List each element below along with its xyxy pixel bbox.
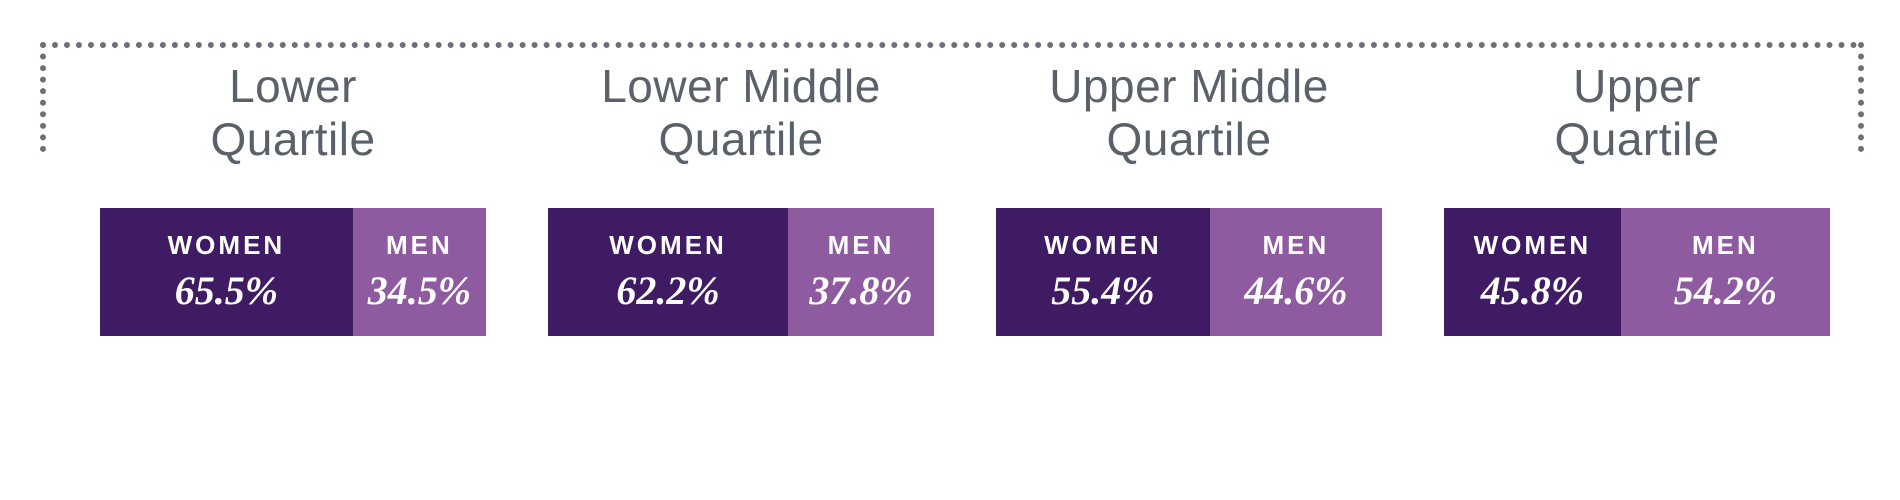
title-line-2: Quartile: [601, 113, 881, 166]
dotted-border-top: [40, 42, 1858, 48]
segment-label: WOMEN: [1474, 230, 1592, 261]
segment-value: 65.5%: [175, 267, 278, 314]
quartile-infographic: Lower Quartile WOMEN 65.5% MEN 34.5% Low…: [0, 0, 1900, 500]
segment-label: WOMEN: [1044, 230, 1162, 261]
segment-men: MEN 37.8%: [788, 208, 934, 336]
segment-label: MEN: [1263, 230, 1330, 261]
dotted-border-right: [1858, 42, 1864, 152]
segment-women: WOMEN 55.4%: [996, 208, 1210, 336]
quartile-lower-middle: Lower Middle Quartile WOMEN 62.2% MEN 37…: [548, 60, 934, 336]
stacked-bar: WOMEN 55.4% MEN 44.6%: [996, 208, 1382, 336]
segment-women: WOMEN 65.5%: [100, 208, 353, 336]
segment-value: 37.8%: [809, 267, 912, 314]
quartile-title: Upper Middle Quartile: [1049, 60, 1329, 166]
segment-women: WOMEN 62.2%: [548, 208, 788, 336]
segment-value: 54.2%: [1674, 267, 1777, 314]
quartile-title: Lower Quartile: [210, 60, 375, 166]
segment-label: MEN: [828, 230, 895, 261]
quartile-upper-middle: Upper Middle Quartile WOMEN 55.4% MEN 44…: [996, 60, 1382, 336]
title-line-1: Lower: [210, 60, 375, 113]
segment-value: 62.2%: [616, 267, 719, 314]
segment-women: WOMEN 45.8%: [1444, 208, 1621, 336]
title-line-2: Quartile: [1554, 113, 1719, 166]
title-line-1: Upper Middle: [1049, 60, 1329, 113]
dotted-border-left: [40, 42, 46, 152]
title-line-1: Upper: [1554, 60, 1719, 113]
stacked-bar: WOMEN 45.8% MEN 54.2%: [1444, 208, 1830, 336]
quartiles-row: Lower Quartile WOMEN 65.5% MEN 34.5% Low…: [100, 60, 1830, 336]
quartile-title: Lower Middle Quartile: [601, 60, 881, 166]
quartile-lower: Lower Quartile WOMEN 65.5% MEN 34.5%: [100, 60, 486, 336]
stacked-bar: WOMEN 62.2% MEN 37.8%: [548, 208, 934, 336]
segment-value: 44.6%: [1244, 267, 1347, 314]
segment-men: MEN 44.6%: [1210, 208, 1382, 336]
stacked-bar: WOMEN 65.5% MEN 34.5%: [100, 208, 486, 336]
segment-label: WOMEN: [609, 230, 727, 261]
segment-value: 34.5%: [368, 267, 471, 314]
quartile-upper: Upper Quartile WOMEN 45.8% MEN 54.2%: [1444, 60, 1830, 336]
title-line-2: Quartile: [210, 113, 375, 166]
segment-value: 55.4%: [1051, 267, 1154, 314]
segment-label: MEN: [1692, 230, 1759, 261]
segment-label: WOMEN: [168, 230, 286, 261]
title-line-1: Lower Middle: [601, 60, 881, 113]
segment-label: MEN: [386, 230, 453, 261]
title-line-2: Quartile: [1049, 113, 1329, 166]
segment-men: MEN 34.5%: [353, 208, 486, 336]
segment-value: 45.8%: [1481, 267, 1584, 314]
segment-men: MEN 54.2%: [1621, 208, 1830, 336]
quartile-title: Upper Quartile: [1554, 60, 1719, 166]
